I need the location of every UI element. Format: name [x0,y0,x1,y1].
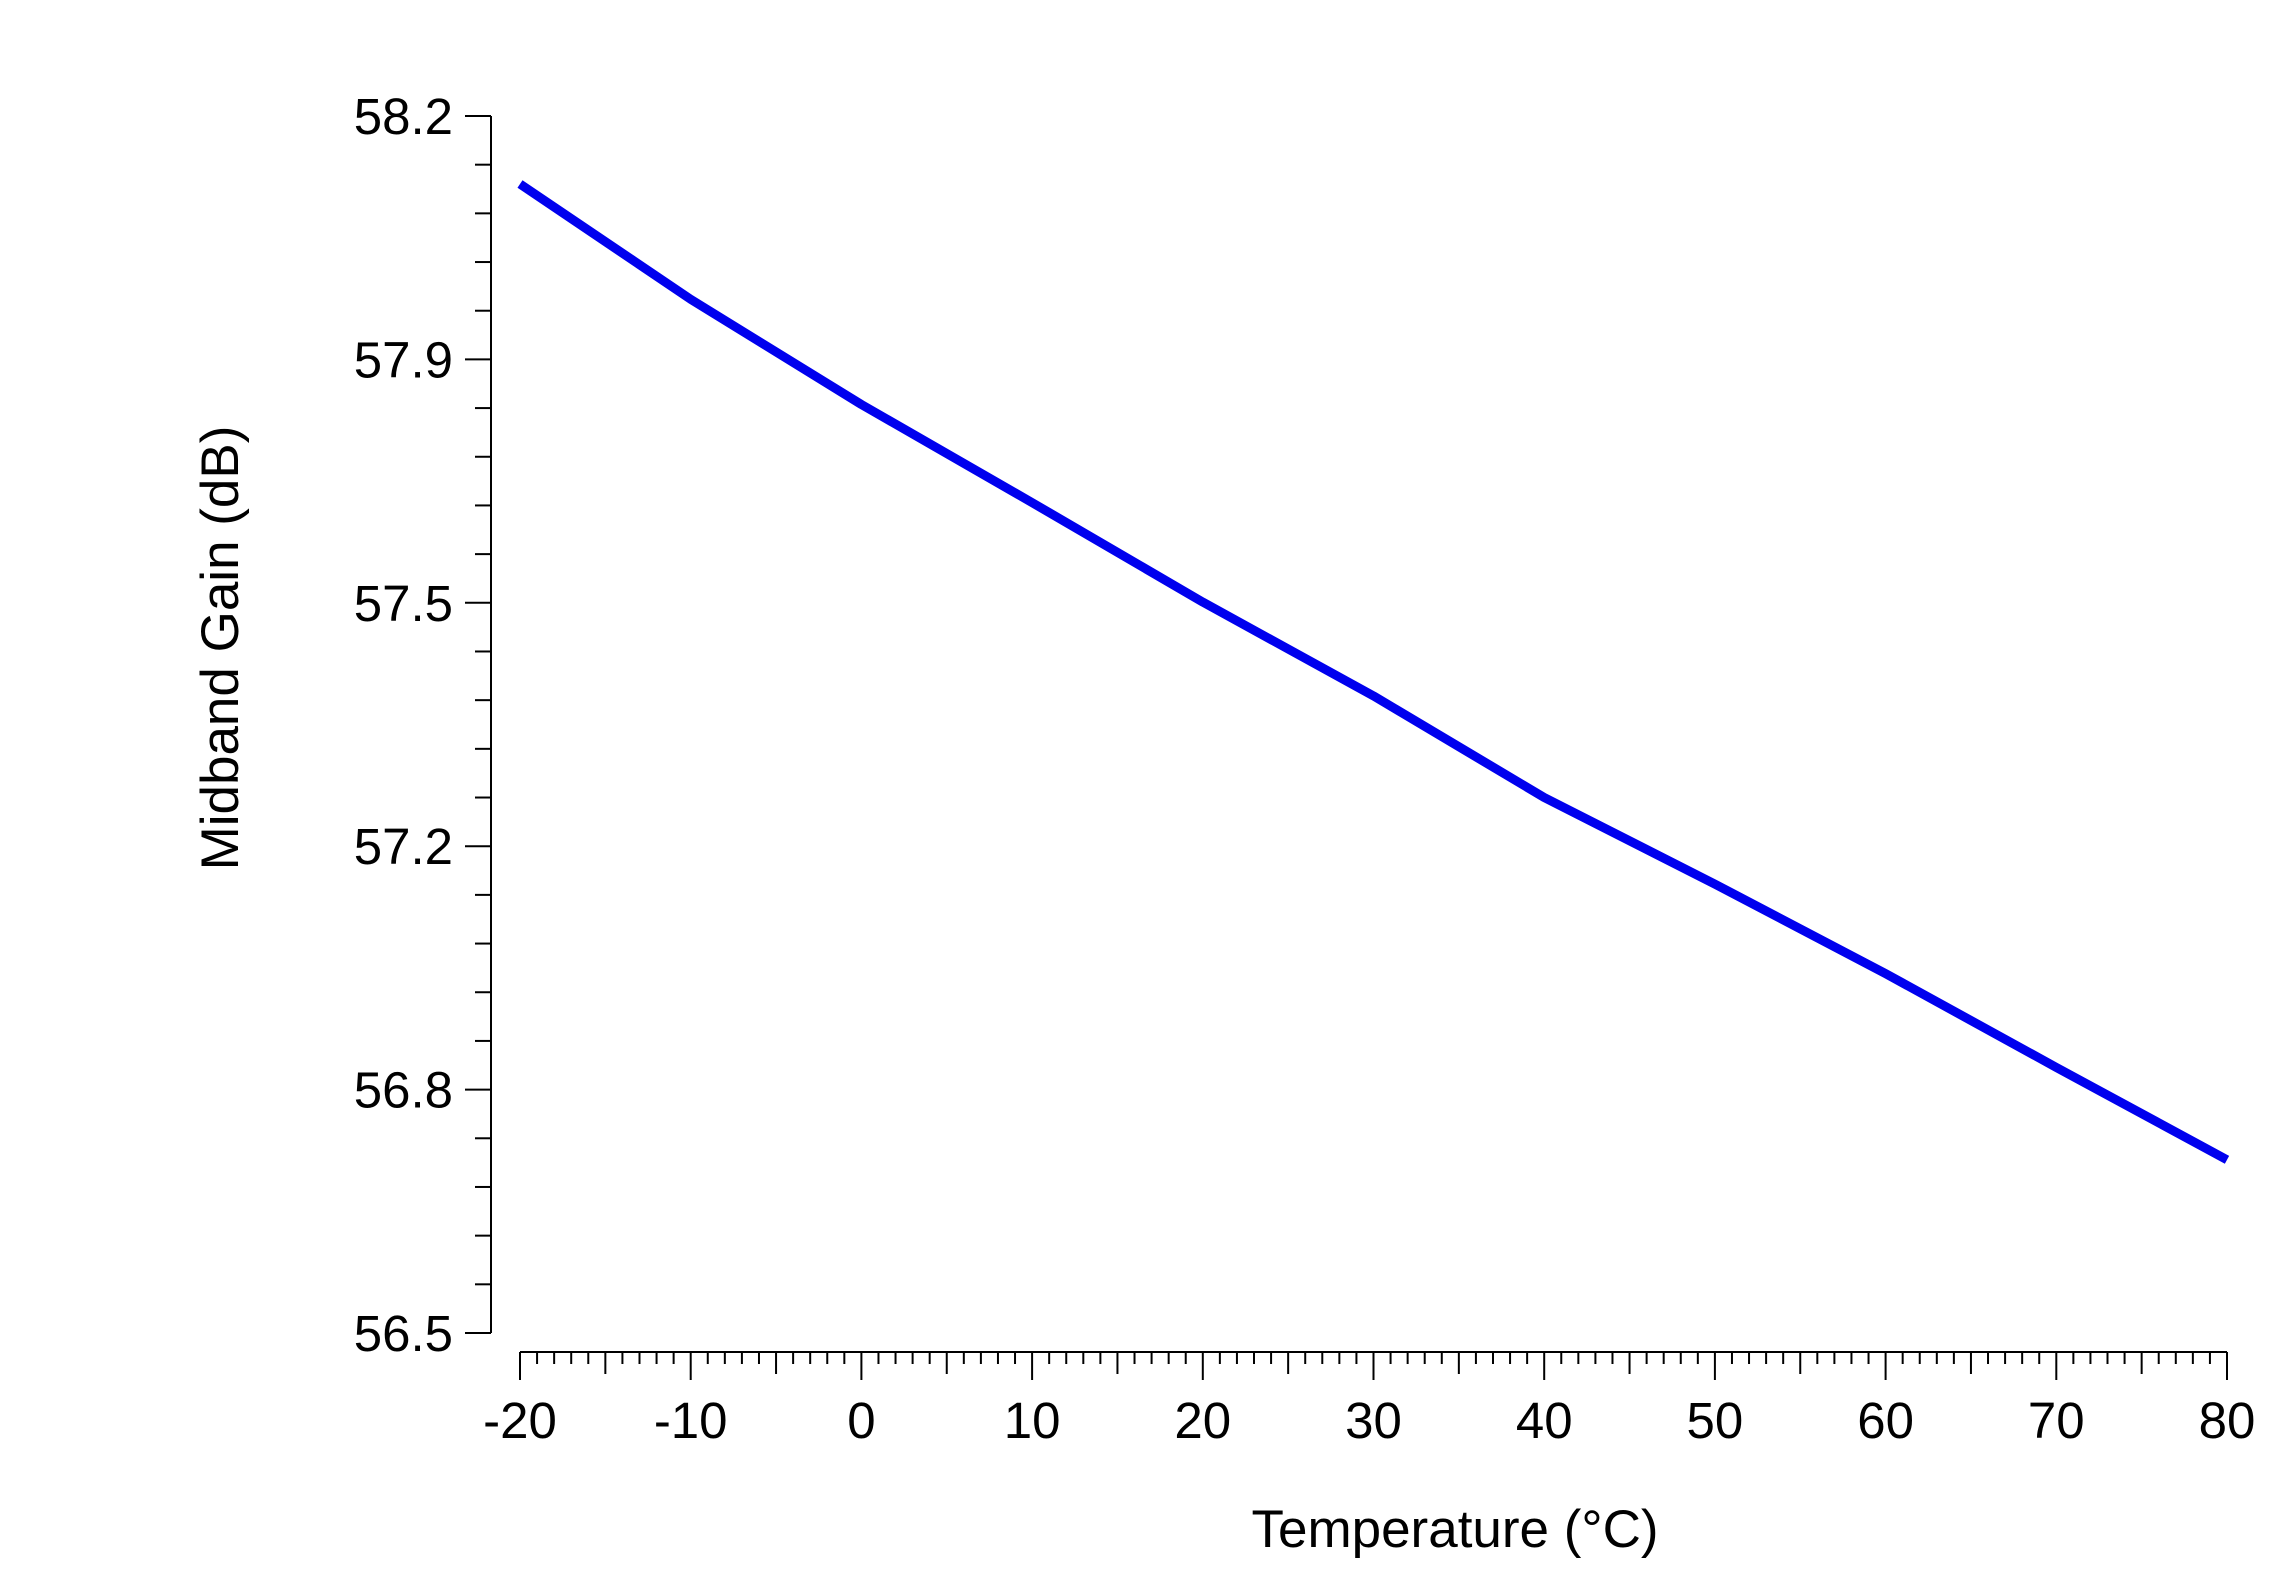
y-tick-label: 58.2 [354,88,453,145]
series-layer [517,180,2230,1164]
y-tick-label: 56.5 [354,1305,453,1362]
y-tick-label: 57.2 [354,818,453,875]
x-tick-label: 70 [2028,1392,2085,1449]
x-tick-label: 30 [1345,1392,1402,1449]
x-tick-label: -10 [654,1392,728,1449]
y-axis: 56.5 56.8 57.2 57.5 57.9 58.2 [354,88,492,1362]
x-tick-label: 60 [1857,1392,1914,1449]
y-tick-label: 57.9 [354,331,453,388]
x-axis: -20 -10 0 10 20 30 40 50 60 70 80 [483,1351,2256,1449]
y-tick-label: 56.8 [354,1062,453,1119]
series-line [517,180,2230,1164]
x-tick-label: 40 [1516,1392,1573,1449]
x-tick-label: 0 [847,1392,875,1449]
x-tick-label: 10 [1004,1392,1061,1449]
x-tick-label: -20 [483,1392,557,1449]
y-tick-label: 57.5 [354,575,453,632]
x-axis-title: Temperature (°C) [1251,1500,1658,1559]
y-axis-title: Midband Gain (dB) [191,426,250,871]
x-tick-label: 20 [1174,1392,1231,1449]
x-tick-label: 50 [1687,1392,1744,1449]
x-tick-label: 80 [2199,1392,2256,1449]
